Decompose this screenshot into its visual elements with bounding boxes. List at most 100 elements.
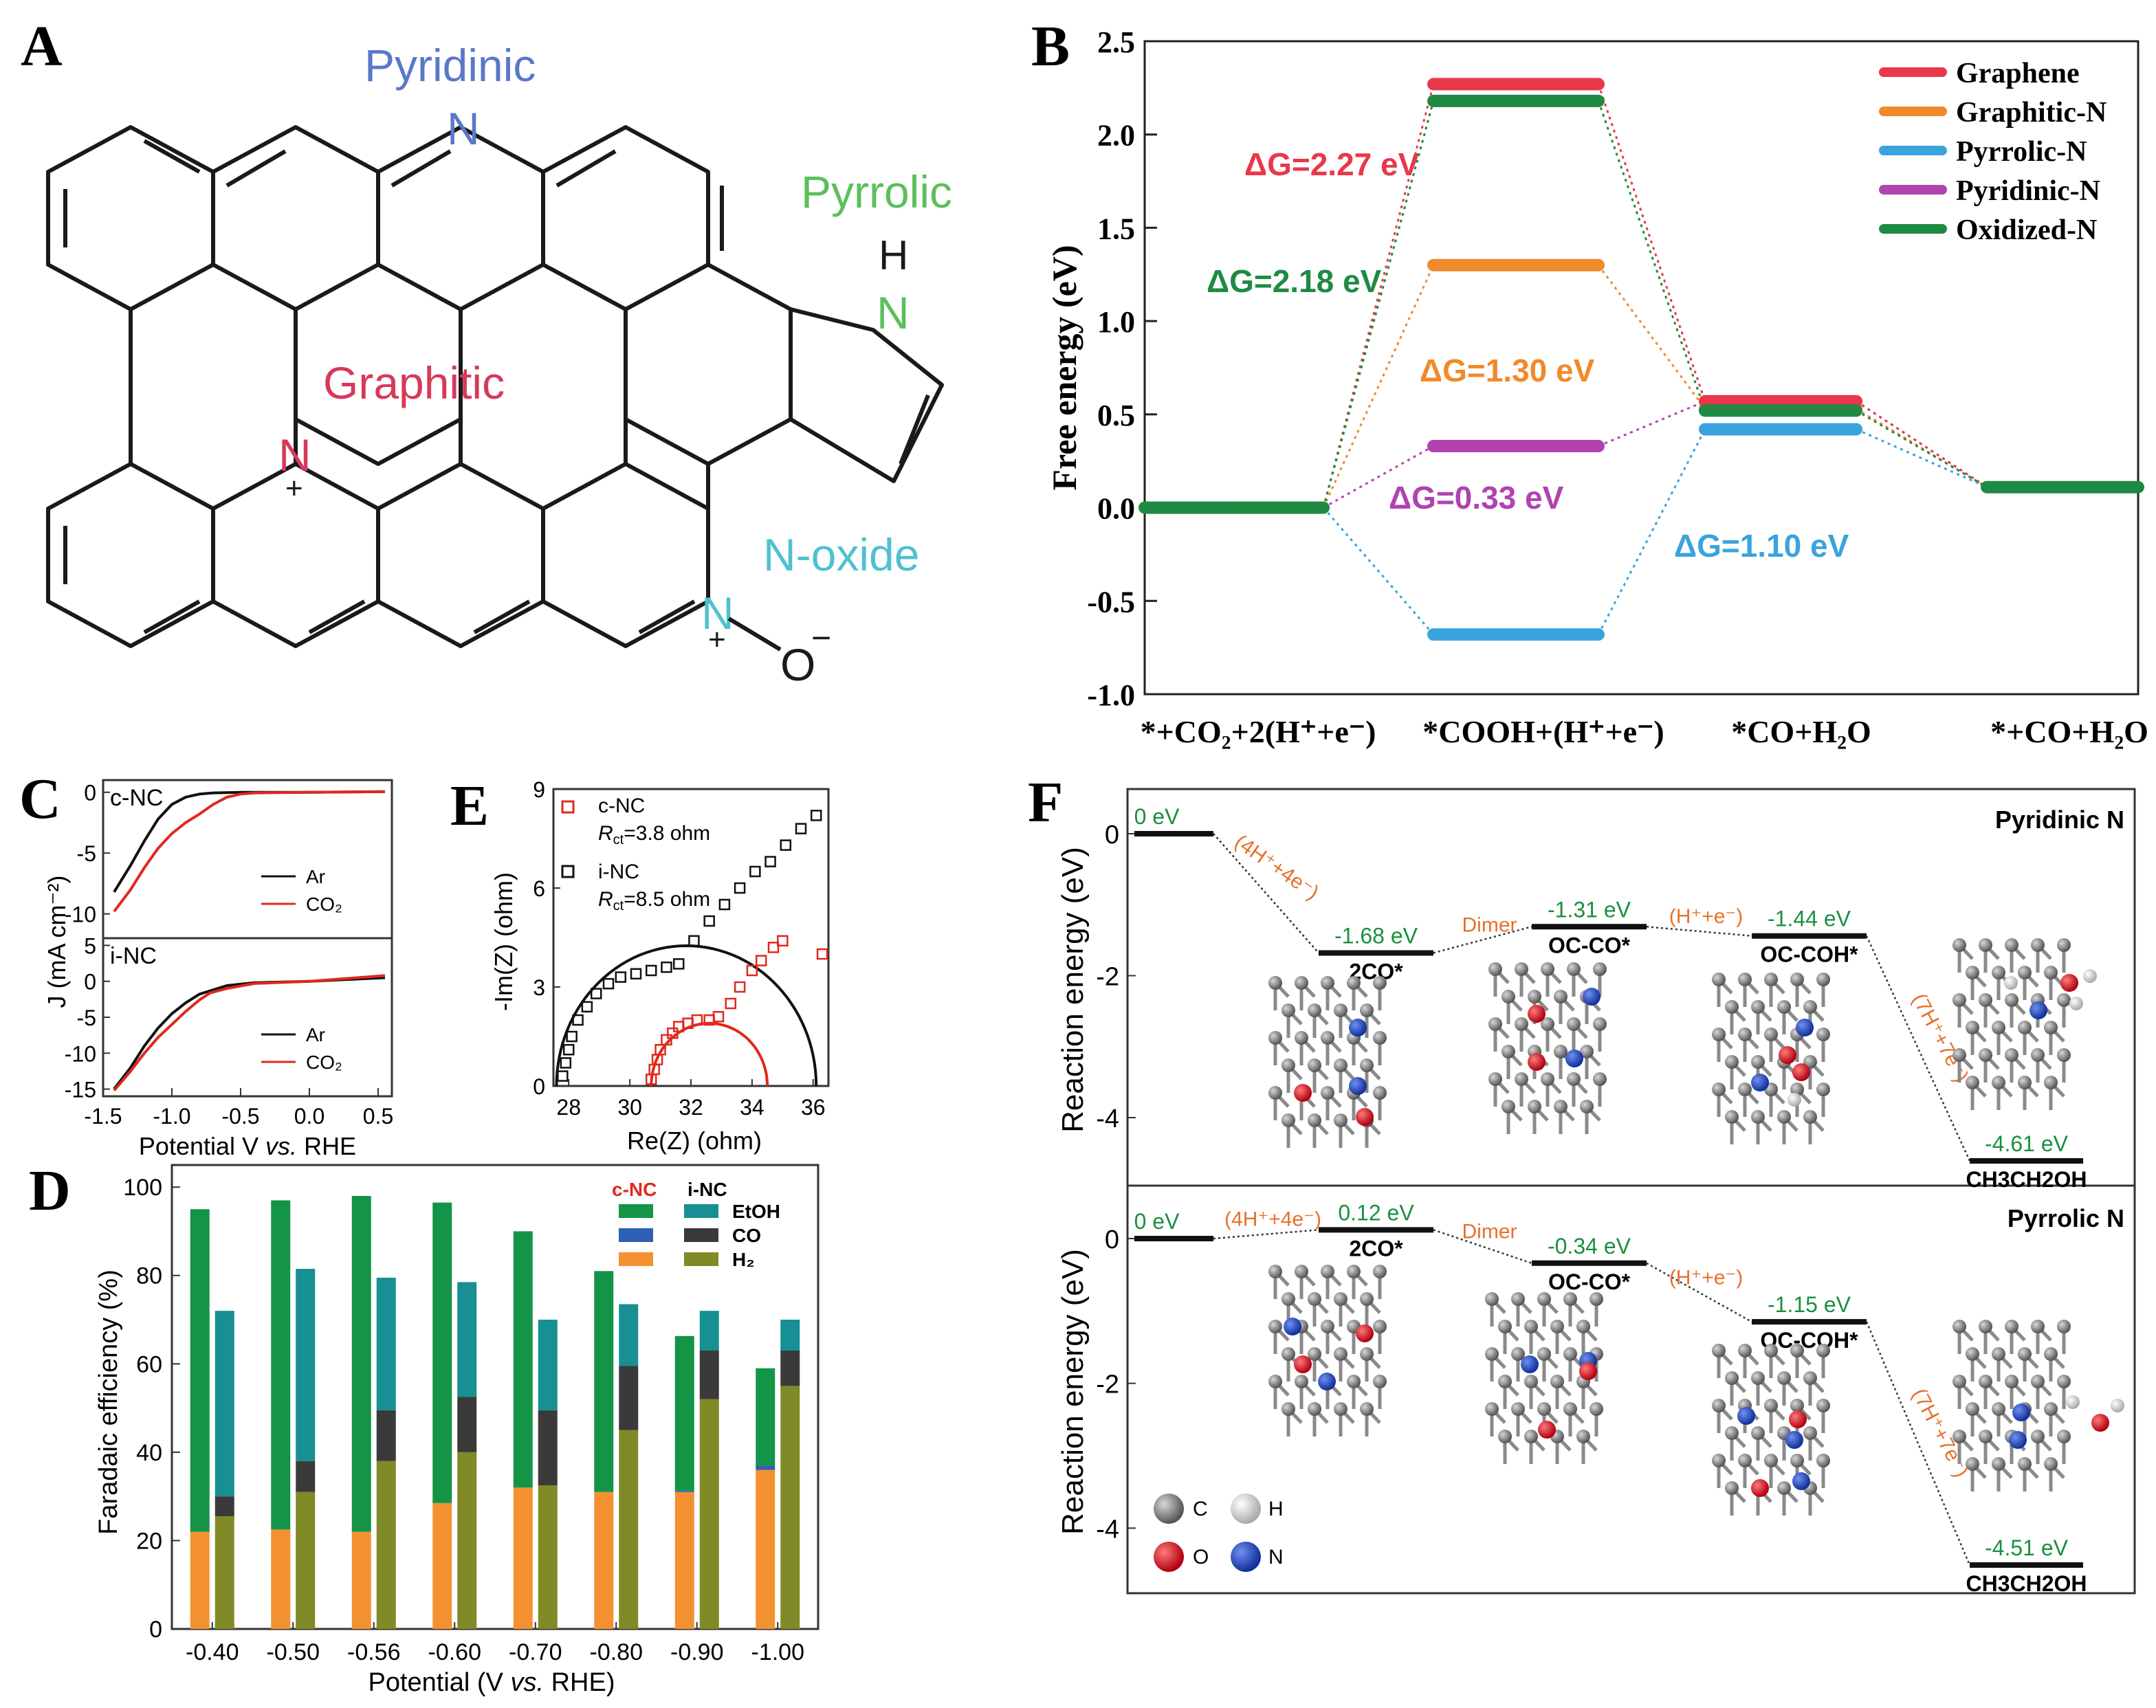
carbon-atom: [1537, 1292, 1551, 1306]
connector-graphene: [1322, 84, 1435, 508]
carbon-atom: [1360, 1402, 1374, 1416]
ytick-label: 0: [84, 970, 96, 995]
carbon-atom: [1576, 1320, 1590, 1333]
oxygen-atom: [1356, 1324, 1374, 1342]
bar-c-nc-etoh: [351, 1196, 371, 1532]
bar-c-nc-etoh: [271, 1200, 291, 1530]
carbon-atom: [2018, 1021, 2032, 1034]
legend-ar-label: Ar: [306, 1024, 325, 1045]
point-i-NC: [590, 988, 602, 999]
hydrogen-atom: [2083, 969, 2097, 983]
panel-b-yticks: -1.0 -0.5 0.0 0.5 1.0 1.5 2.0 2.5: [1087, 25, 1157, 712]
carbon-atom: [1764, 973, 1778, 986]
ytick-label: -5: [77, 1006, 96, 1030]
panel-d-axes: [170, 1164, 820, 1630]
oxygen-atom: [1751, 1479, 1769, 1497]
ytick-label: 1.0: [1097, 305, 1135, 339]
point-c-NC: [654, 1043, 666, 1056]
nitrogen-graphene-skeleton: [46, 125, 944, 648]
fit-i-NC: [555, 944, 818, 1087]
carbon-atom: [1803, 1110, 1817, 1124]
carbon-atom: [2005, 1048, 2018, 1062]
carbon-atom: [1992, 1347, 2005, 1361]
carbon-atom: [1764, 1344, 1778, 1357]
label-pyrrolic: Pyrrolic: [801, 166, 952, 217]
energy-value: 0.12 eV: [1338, 1200, 1414, 1225]
point-c-NC: [667, 1027, 679, 1039]
connector-pyrrolic-n: [1597, 428, 1706, 635]
legend-i-nc-rct: Rct=8.5 ohm: [598, 888, 710, 913]
panel-d-legend: c-NC i-NC EtOH CO H₂: [612, 1179, 780, 1270]
legend-i-nc-label: i-NC: [598, 861, 639, 883]
ytick-label: 0.0: [1097, 492, 1135, 526]
molecule-model: [1268, 976, 1387, 1148]
molecule-model: [1485, 1292, 1603, 1464]
molecule-model: [1488, 962, 1607, 1134]
carbon-atom: [1334, 1347, 1348, 1361]
carbon-atom: [1712, 1083, 1726, 1096]
panel-b-ylabel: Free energy (eV): [1045, 245, 1084, 490]
carbon-atom: [1952, 1430, 1966, 1443]
bar-c-nc-h2: [271, 1529, 291, 1629]
panel-c-ylabel: J (mA cm⁻²): [43, 876, 71, 1008]
panel-f-bottom-ylabel: Reaction energy (eV): [1056, 1249, 1090, 1535]
atom-h-label: H: [1268, 1498, 1284, 1520]
carbon-atom: [1485, 1347, 1499, 1361]
annot-dg-2-27: ΔG=2.27 eV: [1244, 146, 1420, 182]
point-c-NC: [734, 981, 746, 993]
panel-d-faradaic: D Faradaic efficiency (%) Potential (V v…: [29, 1159, 820, 1697]
ytick-label: -10: [65, 902, 96, 927]
bar-c-nc-etoh: [594, 1271, 614, 1492]
carbon-atom: [2044, 1076, 2058, 1089]
energy-value: -1.44 eV: [1768, 907, 1851, 931]
energy-value: -0.34 eV: [1548, 1234, 1631, 1258]
carbon-atom: [1803, 1371, 1817, 1385]
bar-c-nc-etoh: [756, 1368, 776, 1466]
connector-oxidized-n: [1597, 100, 1706, 411]
atom-h-pyrrolic: H: [879, 232, 908, 278]
annot-dg-1-10: ΔG=1.10 eV: [1674, 528, 1849, 564]
molecule-model: [1952, 1320, 2124, 1491]
carbon-atom: [2018, 1076, 2032, 1089]
ytick-label: 20: [136, 1528, 162, 1554]
carbon-atom: [2044, 966, 2058, 979]
carbon-atom: [1541, 1017, 1554, 1031]
bar-c-nc-etoh: [674, 1335, 694, 1491]
atom-n-pyrrolic: N: [877, 287, 910, 338]
panel-e-ylabel: -Im(Z) (ohm): [490, 872, 518, 1011]
carbon-atom: [1515, 1017, 1528, 1031]
carbon-atom: [2005, 1320, 2018, 1333]
point-i-NC: [688, 935, 700, 947]
step-label: Dimer: [1462, 913, 1517, 936]
legend-label: Oxidized-N: [1956, 214, 2097, 246]
panel-e-points: [557, 810, 828, 1085]
carbon-atom: [1511, 1347, 1525, 1361]
hydrogen-atom: [2004, 976, 2018, 990]
carbon-atom: [1992, 1402, 2005, 1416]
carbon-atom: [1347, 1265, 1361, 1278]
bar-i-nc-etoh: [699, 1311, 719, 1351]
connector-pyridinic-n: [1323, 445, 1434, 509]
ytick-label: 0.5: [1097, 399, 1135, 432]
carbon-atom: [2018, 966, 2032, 979]
panel-c-legends: Ar CO₂ Ar CO₂: [261, 866, 342, 1073]
connector-pyrrolic-n: [1856, 428, 1988, 489]
carbon-atom: [1360, 1347, 1374, 1361]
carbon-atom: [1321, 1086, 1334, 1100]
carbon-atom: [1992, 1076, 2005, 1089]
point-i-NC: [810, 810, 822, 821]
carbon-atom: [2057, 1320, 2071, 1333]
point-i-NC: [703, 915, 715, 927]
point-c-NC: [712, 1010, 725, 1023]
species-label: OC-CO*: [1548, 933, 1631, 957]
carbon-atom: [1992, 1457, 2005, 1471]
bar-c-nc-co: [756, 1465, 776, 1470]
energy-value: -4.51 eV: [1985, 1535, 2069, 1560]
carbon-atom: [1764, 1399, 1778, 1412]
connector-pyridinic-n: [1598, 400, 1706, 447]
legend-co2-label: CO₂: [306, 894, 342, 915]
nitrogen-atom: [2030, 1001, 2047, 1019]
carbon-atom: [1485, 1292, 1499, 1306]
carbon-atom: [1498, 1430, 1512, 1443]
carbon-atom: [1777, 1371, 1791, 1385]
